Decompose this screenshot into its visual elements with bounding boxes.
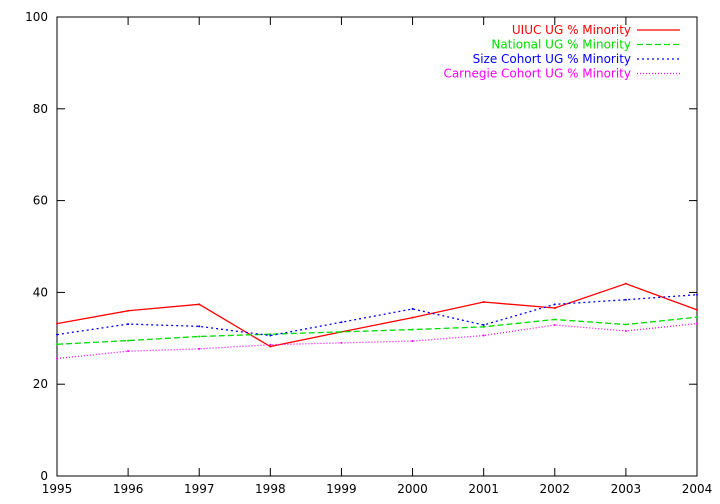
x-tick-label: 2003 — [611, 482, 642, 496]
series-1-point-1995 — [56, 343, 58, 346]
plot-frame — [56, 16, 698, 477]
x-tick-label: 2000 — [397, 482, 428, 496]
x-tick-label: 1998 — [255, 482, 286, 496]
series-1-point-2003 — [624, 323, 627, 326]
series-3-point-1995 — [56, 357, 58, 360]
series-layer — [56, 282, 698, 360]
series-3-point-2001 — [482, 334, 485, 337]
series-0-point-1997 — [198, 303, 201, 306]
series-1-point-2000 — [411, 328, 414, 331]
x-tick-label: 2004 — [682, 482, 713, 496]
series-2-point-1996 — [127, 323, 130, 326]
series-1-point-2002 — [553, 318, 556, 321]
series-3-point-1998 — [269, 343, 272, 346]
series-1-point-1999 — [340, 330, 343, 333]
x-tick-label: 2001 — [468, 482, 499, 496]
series-0-point-2004 — [696, 308, 698, 311]
series-2-point-1995 — [56, 333, 58, 336]
x-tick-label: 1999 — [326, 482, 357, 496]
series-2-point-1999 — [340, 321, 343, 324]
legend-label: Carnegie Cohort UG % Minority — [443, 67, 631, 81]
series-line-3 — [56, 322, 698, 360]
x-tick-label: 1995 — [42, 482, 73, 496]
series-3-point-1996 — [127, 350, 130, 353]
y-tick-label: 100 — [25, 10, 48, 24]
x-tick-label: 1997 — [184, 482, 215, 496]
series-2-point-1998 — [269, 334, 272, 337]
series-1-point-1997 — [198, 335, 201, 338]
legend-label: National UG % Minority — [491, 38, 631, 52]
series-3-point-2002 — [553, 323, 556, 326]
series-0-point-2002 — [553, 307, 556, 310]
series-line-1 — [56, 316, 698, 345]
series-3-point-1999 — [340, 341, 343, 344]
series-0-point-2003 — [624, 282, 627, 285]
series-0-point-1995 — [56, 322, 58, 325]
legend-label: Size Cohort UG % Minority — [473, 52, 631, 66]
x-axis: 1995 1996 1997 1998 1999 2000 2001 2002 2003 2004 — [42, 17, 713, 496]
y-tick-label: 0 — [40, 469, 48, 483]
series-1-point-2004 — [696, 316, 698, 319]
series-0-point-1998 — [269, 345, 272, 348]
y-tick-label: 20 — [33, 377, 48, 391]
series-2-point-2001 — [482, 323, 485, 326]
series-1-point-1996 — [127, 339, 130, 342]
y-tick-label: 80 — [33, 102, 48, 116]
y-axis: 0 20 40 60 80 100 — [25, 10, 697, 483]
series-2-point-2003 — [624, 298, 627, 301]
x-tick-label: 2002 — [540, 482, 571, 496]
series-1-point-1998 — [269, 333, 272, 336]
series-1-point-2001 — [482, 325, 485, 328]
series-0-point-2000 — [411, 316, 414, 319]
series-2-point-2004 — [696, 293, 698, 296]
series-line-2 — [56, 294, 698, 337]
y-tick-label: 60 — [33, 194, 48, 208]
series-3-point-2003 — [624, 329, 627, 332]
series-2-point-2000 — [411, 307, 414, 310]
x-tick-label: 1996 — [113, 482, 144, 496]
series-line-0 — [56, 282, 698, 348]
series-0-point-2001 — [482, 301, 485, 304]
series-3-point-2004 — [696, 322, 698, 325]
y-tick-label: 40 — [33, 285, 48, 299]
legend-label: UIUC UG % Minority — [512, 23, 631, 37]
series-2-point-1997 — [198, 325, 201, 328]
series-2-point-2002 — [553, 303, 556, 306]
series-0-point-1996 — [127, 309, 130, 312]
series-3-point-1997 — [198, 347, 201, 350]
series-3-point-2000 — [411, 340, 414, 343]
